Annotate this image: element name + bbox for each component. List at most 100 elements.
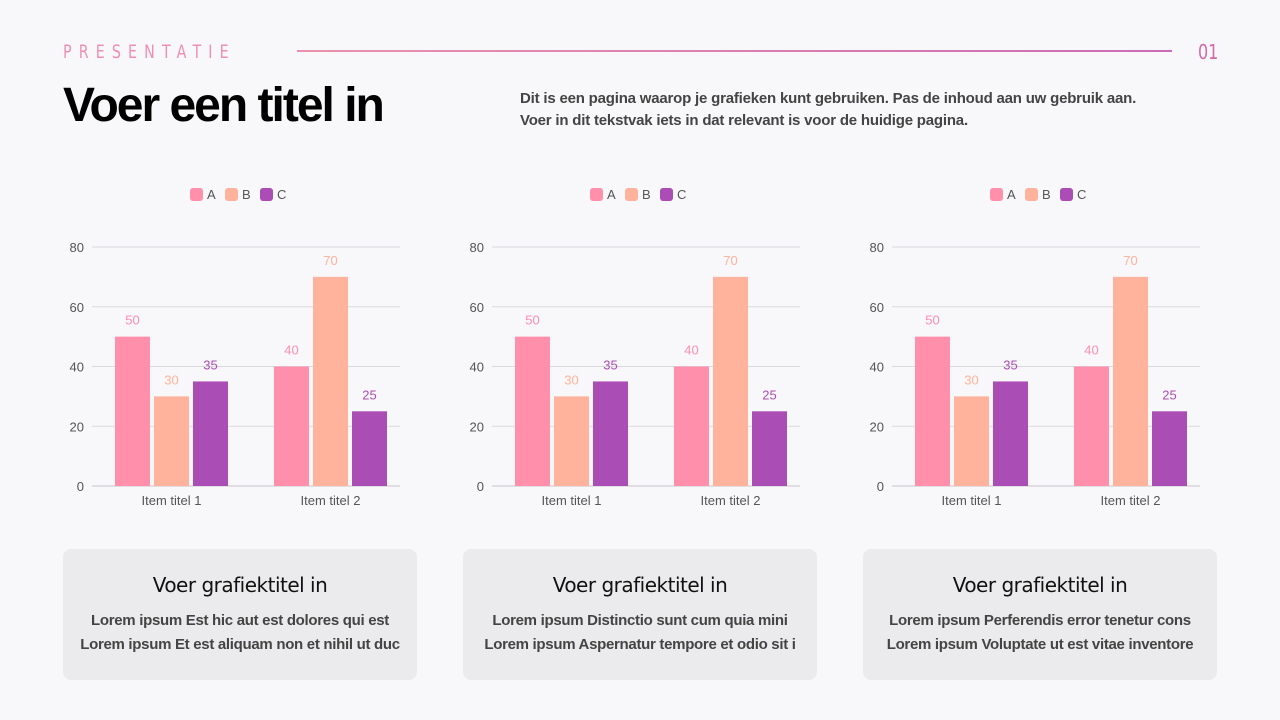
- y-tick-label: 60: [470, 300, 484, 315]
- legend-label-C: C: [1077, 187, 1086, 202]
- legend-swatch-B: [625, 188, 638, 201]
- y-tick-label: 80: [870, 240, 884, 255]
- legend-label-C: C: [277, 187, 286, 202]
- card-line: Lorem ipsum Voluptate ut est vitae inven…: [886, 636, 1194, 653]
- data-label: 25: [762, 387, 776, 402]
- data-label: 35: [203, 357, 217, 372]
- data-label: 50: [525, 313, 539, 328]
- bar-chart-2: 0 20 40 60 80 A B C 50 30 35 Item titel 1 40 70 25 Item…: [400, 175, 810, 515]
- card-title: Voer grafiektitel in: [152, 573, 328, 597]
- card-line: Lorem ipsum Est hic aut est dolores qui …: [91, 612, 389, 629]
- bar-C: [193, 381, 228, 486]
- bar-A: [274, 366, 309, 486]
- x-tick-label: Item titel 2: [301, 493, 361, 508]
- header-divider: [297, 50, 1172, 52]
- legend-label-B: B: [242, 187, 251, 202]
- page-description: Dit is een pagina waarop je grafieken ku…: [520, 88, 1136, 132]
- legend-swatch-A: [190, 188, 203, 201]
- chart-caption-card-2: Voer grafiektitel in Lorem ipsum Distinc…: [463, 549, 817, 680]
- y-tick-label: 60: [870, 300, 884, 315]
- legend-swatch-C: [260, 188, 273, 201]
- bar-A: [674, 366, 709, 486]
- y-tick-label: 40: [470, 360, 484, 375]
- card-body: Lorem ipsum Distinctio sunt cum quia min…: [463, 609, 817, 657]
- description-line: Voer in dit tekstvak iets in dat relevan…: [520, 112, 968, 129]
- y-tick-label: 60: [70, 300, 84, 315]
- data-label: 30: [964, 372, 978, 387]
- data-label: 40: [1084, 343, 1098, 358]
- legend-label-A: A: [1007, 187, 1016, 202]
- bar-chart-3: 0 20 40 60 80 A B C 50 30 35 Item titel 1 40 70 25 Item…: [800, 175, 1210, 515]
- y-tick-label: 0: [877, 479, 884, 494]
- legend-swatch-B: [225, 188, 238, 201]
- y-tick-label: 80: [470, 240, 484, 255]
- card-body: Lorem ipsum Est hic aut est dolores qui …: [63, 609, 417, 657]
- x-tick-label: Item titel 1: [942, 493, 1002, 508]
- bar-B: [154, 396, 189, 486]
- bar-chart-1: 0 20 40 60 80 A B C 50 30 35 Item titel 1 40 70 25 Item…: [0, 175, 410, 515]
- legend-swatch-C: [660, 188, 673, 201]
- data-label: 30: [564, 372, 578, 387]
- y-tick-label: 20: [870, 419, 884, 434]
- y-tick-label: 40: [870, 360, 884, 375]
- bar-B: [954, 396, 989, 486]
- legend-label-B: B: [642, 187, 651, 202]
- page-number: 01: [1198, 40, 1219, 64]
- chart-caption-card-3: Voer grafiektitel in Lorem ipsum Perfere…: [863, 549, 1217, 680]
- legend-label-B: B: [1042, 187, 1051, 202]
- x-tick-label: Item titel 1: [542, 493, 602, 508]
- chart-caption-card-1: Voer grafiektitel in Lorem ipsum Est hic…: [63, 549, 417, 680]
- data-label: 30: [164, 372, 178, 387]
- x-tick-label: Item titel 2: [1101, 493, 1161, 508]
- data-label: 50: [125, 313, 139, 328]
- bar-C: [752, 411, 787, 486]
- y-tick-label: 20: [70, 419, 84, 434]
- bar-C: [1152, 411, 1187, 486]
- page-title: Voer een titel in: [63, 79, 385, 132]
- data-label: 35: [603, 357, 617, 372]
- section-kicker: PRESENTATIE: [63, 41, 236, 63]
- bar-C: [352, 411, 387, 486]
- description-line: Dit is een pagina waarop je grafieken ku…: [520, 90, 1137, 107]
- data-label: 70: [723, 253, 737, 268]
- bar-A: [115, 336, 150, 486]
- card-title: Voer grafiektitel in: [952, 573, 1128, 597]
- y-tick-label: 0: [77, 479, 84, 494]
- bar-B: [313, 276, 348, 486]
- card-line: Lorem ipsum Aspernatur tempore et odio s…: [484, 636, 796, 653]
- data-label: 40: [284, 343, 298, 358]
- data-label: 70: [1123, 253, 1137, 268]
- legend-label-A: A: [607, 187, 616, 202]
- legend-swatch-A: [590, 188, 603, 201]
- card-line: Lorem ipsum Distinctio sunt cum quia min…: [492, 612, 788, 629]
- bar-A: [515, 336, 550, 486]
- y-tick-label: 40: [70, 360, 84, 375]
- data-label: 35: [1003, 357, 1017, 372]
- legend-swatch-C: [1060, 188, 1073, 201]
- data-label: 25: [362, 387, 376, 402]
- data-label: 50: [925, 313, 939, 328]
- bar-A: [915, 336, 950, 486]
- bar-C: [593, 381, 628, 486]
- y-tick-label: 0: [477, 479, 484, 494]
- bar-B: [1113, 276, 1148, 486]
- bar-A: [1074, 366, 1109, 486]
- x-tick-label: Item titel 2: [701, 493, 761, 508]
- legend-label-A: A: [207, 187, 216, 202]
- data-label: 40: [684, 343, 698, 358]
- card-line: Lorem ipsum Et est aliquam non et nihil …: [80, 636, 400, 653]
- x-tick-label: Item titel 1: [142, 493, 202, 508]
- data-label: 70: [323, 253, 337, 268]
- bar-B: [554, 396, 589, 486]
- card-title: Voer grafiektitel in: [552, 573, 728, 597]
- y-tick-label: 80: [70, 240, 84, 255]
- bar-B: [713, 276, 748, 486]
- card-line: Lorem ipsum Perferendis error tenetur co…: [889, 612, 1191, 629]
- legend-label-C: C: [677, 187, 686, 202]
- data-label: 25: [1162, 387, 1176, 402]
- card-body: Lorem ipsum Perferendis error tenetur co…: [863, 609, 1217, 657]
- y-tick-label: 20: [470, 419, 484, 434]
- legend-swatch-A: [990, 188, 1003, 201]
- legend-swatch-B: [1025, 188, 1038, 201]
- bar-C: [993, 381, 1028, 486]
